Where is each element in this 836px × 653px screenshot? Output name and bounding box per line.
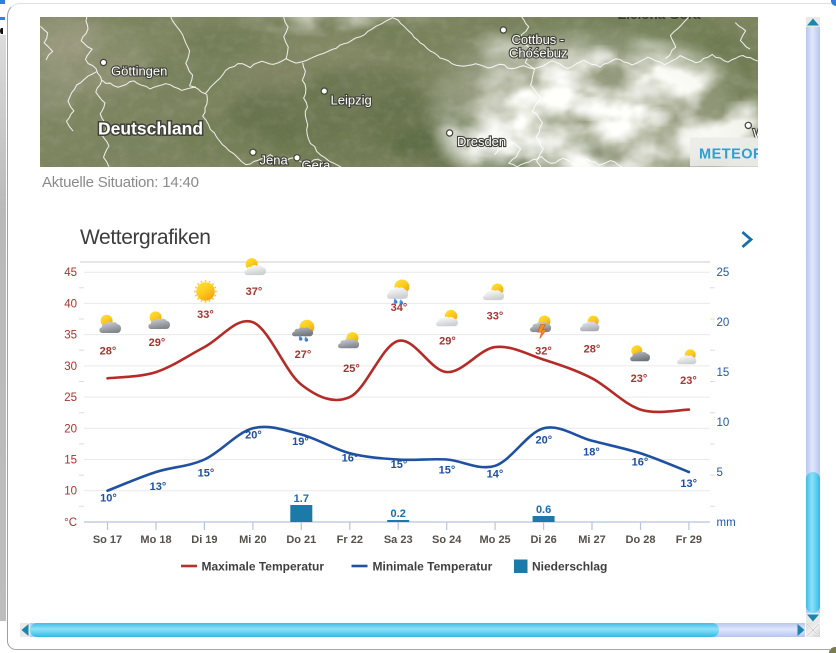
svg-text:15: 15 bbox=[64, 455, 77, 467]
svg-text:25°: 25° bbox=[343, 363, 360, 375]
svg-text:32°: 32° bbox=[535, 346, 552, 358]
svg-text:0.6: 0.6 bbox=[536, 504, 551, 516]
svg-text:10: 10 bbox=[64, 486, 77, 498]
svg-text:Mi 27: Mi 27 bbox=[578, 534, 606, 546]
svg-text:Cottbus -: Cottbus - bbox=[512, 32, 565, 47]
svg-text:33°: 33° bbox=[197, 309, 214, 321]
svg-text:10: 10 bbox=[717, 417, 730, 429]
svg-text:Wrocław: Wrocław bbox=[753, 126, 758, 141]
svg-text:27°: 27° bbox=[295, 349, 312, 361]
svg-text:5: 5 bbox=[717, 467, 723, 479]
svg-text:Fr 29: Fr 29 bbox=[676, 534, 702, 546]
svg-text:Zielona Góra: Zielona Góra bbox=[618, 17, 701, 22]
svg-text:Mo 25: Mo 25 bbox=[480, 534, 511, 546]
svg-text:Mo 18: Mo 18 bbox=[140, 534, 171, 546]
svg-text:Deutschland: Deutschland bbox=[98, 119, 203, 139]
svg-text:29°: 29° bbox=[439, 336, 456, 348]
svg-text:15°: 15° bbox=[198, 468, 215, 480]
svg-text:Mi 20: Mi 20 bbox=[239, 534, 267, 546]
svg-text:Dresden: Dresden bbox=[457, 134, 506, 149]
svg-text:20°: 20° bbox=[535, 435, 552, 447]
svg-text:33°: 33° bbox=[487, 311, 504, 323]
svg-text:16°: 16° bbox=[632, 456, 649, 468]
svg-text:20: 20 bbox=[64, 423, 77, 435]
svg-text:14°: 14° bbox=[487, 469, 504, 481]
svg-text:Sa 23: Sa 23 bbox=[384, 534, 413, 546]
svg-text:METEOR: METEOR bbox=[699, 147, 758, 163]
svg-text:10°: 10° bbox=[100, 493, 117, 505]
svg-text:29°: 29° bbox=[149, 337, 166, 349]
svg-text:Gera: Gera bbox=[302, 158, 332, 168]
svg-text:So 24: So 24 bbox=[432, 534, 462, 546]
svg-text:Do 21: Do 21 bbox=[286, 534, 316, 546]
svg-text:23°: 23° bbox=[680, 375, 697, 387]
svg-text:16°: 16° bbox=[342, 453, 359, 465]
svg-text:Fr 22: Fr 22 bbox=[337, 534, 363, 546]
svg-text:13°: 13° bbox=[150, 481, 167, 493]
svg-text:28°: 28° bbox=[100, 346, 117, 358]
svg-text:Di 26: Di 26 bbox=[530, 534, 556, 546]
svg-text:20°: 20° bbox=[245, 429, 262, 441]
svg-text:Minimale Temperatur: Minimale Temperatur bbox=[373, 560, 493, 574]
svg-text:13°: 13° bbox=[680, 478, 697, 490]
svg-text:45: 45 bbox=[64, 267, 77, 279]
svg-text:18°: 18° bbox=[583, 447, 600, 459]
svg-text:30: 30 bbox=[64, 361, 77, 373]
svg-text:°C: °C bbox=[64, 517, 77, 529]
svg-text:20: 20 bbox=[717, 317, 730, 329]
svg-text:0.2: 0.2 bbox=[391, 508, 406, 520]
svg-text:Do 28: Do 28 bbox=[626, 534, 656, 546]
svg-text:So 17: So 17 bbox=[93, 534, 122, 546]
svg-text:35: 35 bbox=[64, 330, 77, 342]
svg-text:Chóśebuz: Chóśebuz bbox=[509, 46, 568, 61]
svg-text:40: 40 bbox=[64, 298, 77, 310]
svg-text:15°: 15° bbox=[391, 459, 408, 471]
svg-text:Di 19: Di 19 bbox=[191, 534, 217, 546]
svg-text:Niederschlag: Niederschlag bbox=[532, 560, 607, 574]
svg-text:1.7: 1.7 bbox=[294, 493, 309, 505]
svg-text:19°: 19° bbox=[292, 436, 309, 448]
svg-text:23°: 23° bbox=[631, 373, 648, 385]
svg-text:15°: 15° bbox=[439, 465, 456, 477]
svg-text:34°: 34° bbox=[391, 302, 408, 314]
svg-text:Maximale Temperatur: Maximale Temperatur bbox=[202, 560, 325, 574]
svg-text:mm: mm bbox=[717, 517, 736, 529]
svg-text:28°: 28° bbox=[584, 344, 601, 356]
svg-text:15: 15 bbox=[717, 367, 730, 379]
svg-text:25: 25 bbox=[64, 392, 77, 404]
svg-text:Jena: Jena bbox=[260, 153, 289, 168]
svg-text:25: 25 bbox=[717, 267, 730, 279]
svg-text:37°: 37° bbox=[246, 286, 263, 298]
svg-text:Leipzig: Leipzig bbox=[331, 93, 372, 108]
svg-text:Göttingen: Göttingen bbox=[111, 64, 167, 79]
